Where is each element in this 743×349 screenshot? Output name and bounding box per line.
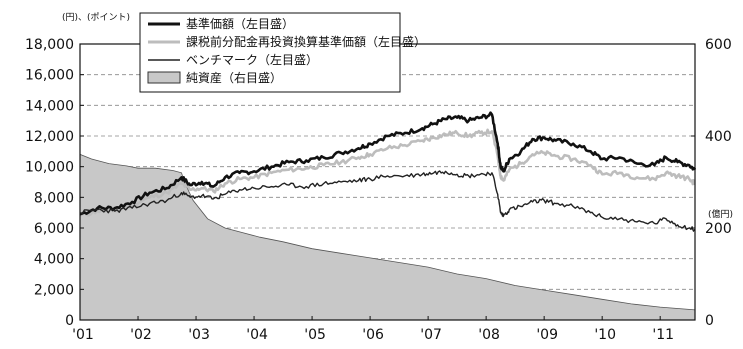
nav-line	[79, 111, 697, 216]
left-tick-label: 2,000	[34, 282, 74, 298]
right-tick-label: 200	[705, 221, 732, 237]
line-series-layer	[79, 111, 697, 232]
x-tick-label: '03	[188, 327, 210, 343]
left-tick-label: 16,000	[25, 68, 74, 84]
left-tick-label: 6,000	[34, 221, 74, 237]
left-tick-label: 0	[65, 313, 74, 329]
x-tick-label: '04	[246, 327, 268, 343]
net-assets-area	[79, 153, 696, 321]
x-tick-label: '05	[304, 327, 326, 343]
legend-swatch-net-assets	[147, 71, 181, 84]
net-assets-area-layer	[79, 153, 696, 321]
left-tick-label: 12,000	[25, 129, 74, 145]
right-axis-unit: (億円)	[708, 208, 733, 220]
right-axis-ticks: 0 200 400 600	[691, 37, 732, 329]
right-tick-label: 0	[705, 313, 714, 329]
x-tick-label: '09	[536, 327, 558, 343]
x-tick-label: '06	[362, 327, 384, 343]
right-tick-label: 400	[705, 129, 732, 145]
left-tick-label: 14,000	[25, 98, 74, 114]
left-axis-ticks: 0 2,000 4,000 6,000 8,000 10,000 12,000 14,000 1…	[25, 37, 84, 329]
left-tick-label: 4,000	[34, 252, 74, 268]
legend: 基準価額（左目盛） 課税前分配金再投資換算基準価額（左目盛） ベンチマーク（左目…	[139, 12, 426, 93]
x-tick-label: '01	[72, 327, 94, 343]
x-tick-label: '10	[594, 327, 616, 343]
reinvested-nav-line	[79, 128, 696, 217]
left-tick-label: 8,000	[34, 190, 74, 206]
x-tick-label: '02	[130, 327, 152, 343]
x-tick-label: '08	[478, 327, 500, 343]
right-tick-label: 600	[705, 37, 732, 53]
x-tick-label: '11	[652, 327, 674, 343]
legend-label-reinvested: 課税前分配金再投資換算基準価額（左目盛）	[186, 34, 426, 49]
benchmark-line	[79, 170, 696, 232]
left-axis-unit: (円)、(ポイント)	[62, 12, 130, 23]
left-tick-label: 18,000	[25, 37, 74, 53]
x-tick-label: '07	[420, 327, 442, 343]
legend-box	[139, 12, 401, 93]
x-axis-ticks: '01 '02 '03 '04 '05 '06 '07 '08 '09 '10 '11	[72, 316, 674, 343]
legend-label-net-assets: 純資産（右目盛）	[186, 70, 282, 85]
left-tick-label: 10,000	[25, 160, 74, 176]
legend-label-nav: 基準価額（左目盛）	[186, 16, 294, 31]
legend-label-benchmark: ベンチマーク（左目盛）	[186, 52, 318, 67]
